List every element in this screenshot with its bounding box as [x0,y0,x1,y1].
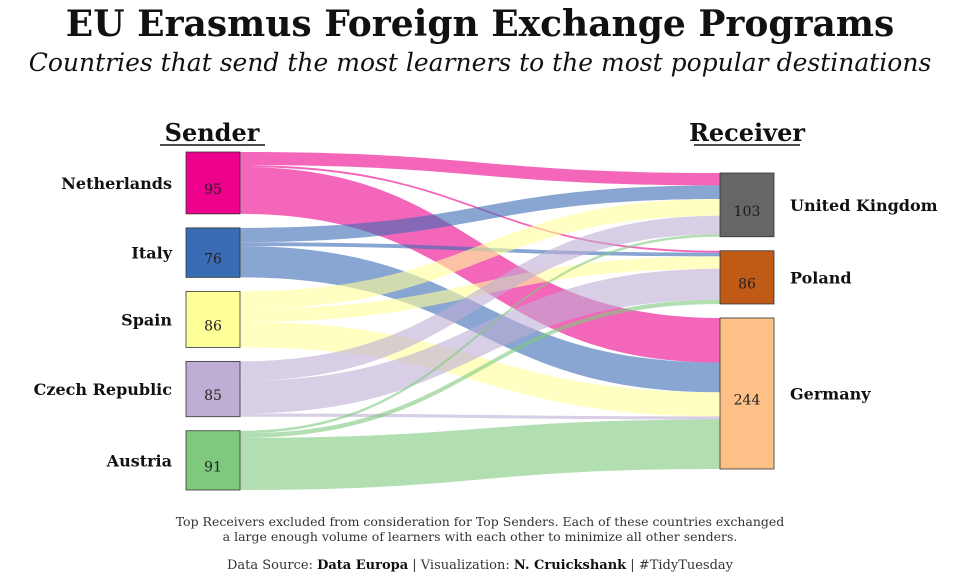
sender-node-italy [185,227,241,278]
chart-title: EU Erasmus Foreign Exchange Programs [65,3,895,45]
flows-layer [240,152,720,490]
sender-header: Sender [165,118,260,147]
receiver-node-poland [719,250,775,305]
receiver-value-united-kingdom: 103 [734,204,761,220]
sender-label-netherlands: Netherlands [61,174,172,193]
sender-label-italy: Italy [131,244,172,263]
flow-austria-to-germany [240,419,720,490]
flow-austria-to-united-kingdom [240,234,720,434]
flow-czech-republic-to-germany [240,413,720,420]
footnote-line-2: a large enough volume of learners with e… [222,529,738,544]
sender-value-italy: 76 [204,252,222,268]
receiver-node-germany [719,317,775,470]
receiver-value-poland: 86 [738,276,756,292]
source-prefix: Data Source: [226,558,318,573]
flow-italy-to-united-kingdom [240,185,720,243]
flow-netherlands-to-united-kingdom [240,152,720,186]
nodes-layer: 95 Netherlands 76 Italy 86 Spain 85 Czech Repub… [34,151,938,491]
sender-label-austria: Austria [106,451,172,470]
receiver-value-germany: 244 [734,392,761,408]
chart-subtitle: Countries that send the most learners to… [28,48,932,77]
flow-czech-republic-to-united-kingdom [240,215,720,381]
viz-author: N. Cruickshank [513,558,627,573]
sender-node-czech-republic [185,360,241,418]
sender-value-czech-republic: 85 [204,388,222,404]
sender-node-spain [185,290,241,348]
sender-node-netherlands [185,151,241,215]
receiver-label-germany: Germany [790,384,871,403]
receiver-label-united-kingdom: United Kingdom [790,196,938,215]
viz-prefix: | Visualization: [408,558,514,573]
sender-value-spain: 86 [204,318,222,334]
hashtag: | #TidyTuesday [626,558,734,573]
footnote-line-1: Top Receivers excluded from consideratio… [175,514,785,529]
receiver-node-united-kingdom [719,172,775,238]
receiver-label-poland: Poland [790,268,852,287]
sender-value-austria: 91 [204,459,222,475]
flow-czech-republic-to-poland [240,268,720,414]
flow-spain-to-united-kingdom [240,198,720,309]
flow-netherlands-to-germany [240,166,720,363]
source-caption: Data Source: Data Europa | Visualization… [0,557,960,575]
sender-node-austria [185,430,241,491]
sender-label-czech-republic: Czech Republic [34,380,173,399]
source-name: Data Europa [317,558,409,573]
footnote: Top Receivers excluded from consideratio… [0,514,960,544]
receiver-header: Receiver [689,118,805,147]
flow-austria-to-poland [240,299,720,438]
sender-value-netherlands: 95 [204,182,222,198]
sender-label-spain: Spain [121,310,172,329]
